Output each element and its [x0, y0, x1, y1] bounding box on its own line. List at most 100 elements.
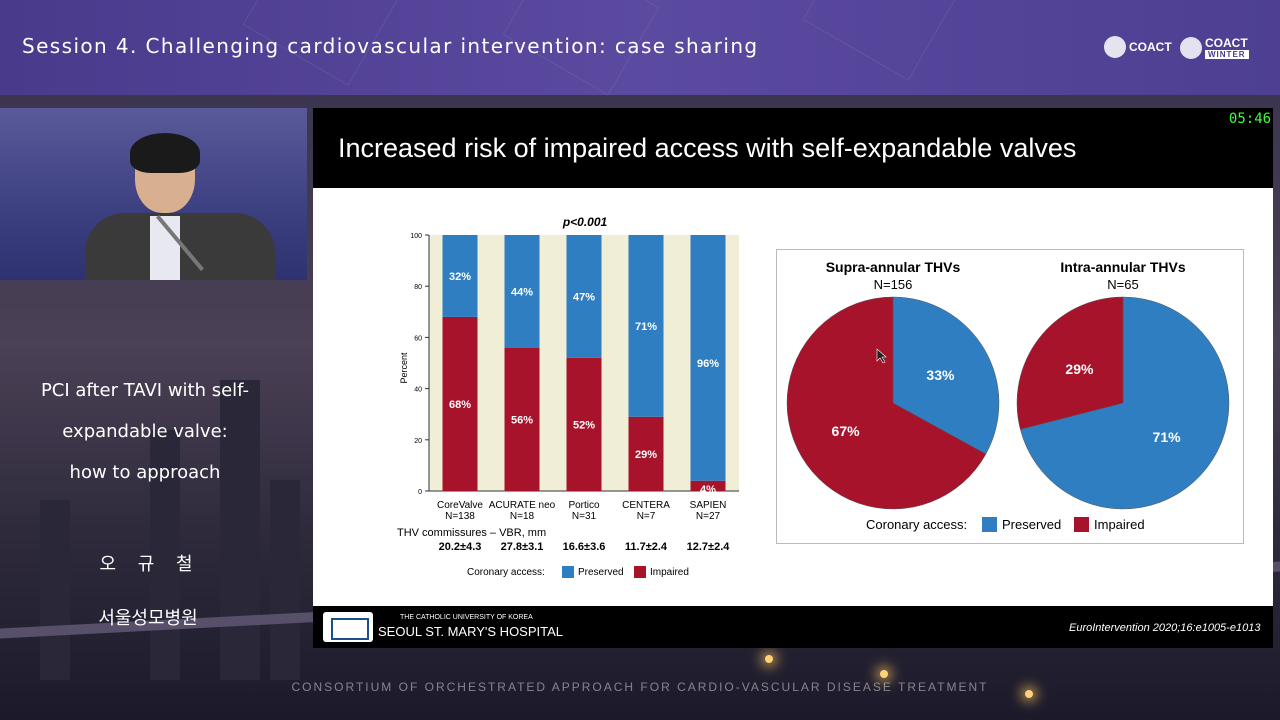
coact-winter-logo: COACT WINTER [1180, 36, 1249, 59]
pie-label-impaired: 67% [832, 423, 861, 439]
mouse-cursor-icon [876, 348, 887, 364]
street-light [765, 655, 773, 663]
category-n-label: N=31 [572, 511, 597, 522]
vbr-value: 16.6±3.6 [563, 541, 606, 553]
hospital-logo-icon [323, 612, 373, 642]
timer: 05:46 [1228, 108, 1272, 130]
pie-legend-title: Coronary access: [866, 517, 967, 532]
pie-title-supra: Supra-annular THVs [826, 259, 961, 275]
building [220, 380, 260, 680]
coact-logo: COACT [1104, 36, 1172, 58]
vbr-value: 12.7±2.4 [687, 541, 731, 553]
bar-label-impaired: 4% [700, 484, 716, 496]
pie-label-preserved: 33% [926, 367, 955, 383]
category-n-label: N=7 [637, 511, 656, 522]
pie-n-intra: N=65 [1107, 277, 1138, 292]
bar-preserved [690, 235, 726, 481]
building [40, 500, 70, 680]
legend-title: Coronary access: [467, 567, 545, 578]
pie-legend-label-preserved: Preserved [1002, 517, 1061, 532]
speaker-hair [130, 133, 200, 173]
chart-title: p<0.001 [562, 215, 608, 229]
speaker-name: 오 규 철 [99, 554, 201, 575]
bar-label-impaired: 52% [573, 419, 595, 431]
y-tick-label: 60 [414, 335, 422, 342]
vbr-value: 27.8±3.1 [501, 541, 544, 553]
bar-label-preserved: 32% [449, 271, 471, 283]
y-tick-label: 80 [414, 284, 422, 291]
bar-impaired [442, 316, 478, 491]
legend-label-impaired: Impaired [650, 567, 689, 578]
y-tick-label: 100 [410, 233, 422, 240]
slide-header: Increased risk of impaired access with s… [313, 108, 1273, 188]
bar-label-preserved: 44% [511, 286, 533, 298]
hospital-name: SEOUL ST. MARY'S HOSPITAL [378, 624, 564, 639]
coact-logo-text: COACT [1129, 40, 1172, 54]
pie-legend-swatch-preserved [982, 517, 997, 532]
coact-winter-sub: WINTER [1205, 50, 1249, 59]
bar-impaired [566, 357, 602, 491]
vbr-value: 11.7±2.4 [625, 541, 668, 553]
legend-label-preserved: Preserved [578, 567, 624, 578]
bar-label-preserved: 71% [635, 321, 657, 333]
session-banner: Session 4. Challenging cardiovascular in… [0, 0, 1280, 96]
talk-title-line: PCI after TAVI with self- [40, 380, 250, 401]
vbr-value: 20.2±4.3 [439, 541, 482, 553]
vbr-label: THV commissures – VBR, mm [397, 527, 546, 539]
hexagon-decoration [802, 0, 960, 81]
bar-legend: Coronary access: Preserved Impaired [467, 566, 689, 578]
y-axis-label: Percent [399, 352, 409, 384]
bar-preserved [566, 235, 602, 358]
bar-label-preserved: 47% [573, 291, 595, 303]
coact-heart-icon [1104, 36, 1126, 58]
pie-slice-impaired [786, 296, 987, 510]
bar-label-impaired: 29% [635, 449, 657, 461]
bar-impaired [504, 347, 540, 491]
street-light [880, 670, 888, 678]
category-n-label: N=18 [510, 511, 535, 522]
category-label: Portico [568, 500, 600, 511]
coact-winter-icon [1180, 36, 1202, 59]
bar-impaired [690, 480, 726, 491]
pie-legend-label-impaired: Impaired [1094, 517, 1145, 532]
pie-title-intra: Intra-annular THVs [1060, 259, 1185, 275]
pie-label-preserved: 71% [1153, 429, 1182, 445]
citation: EuroIntervention 2020;16:e1005-e1013 [1069, 622, 1261, 634]
street-light [1025, 690, 1033, 698]
pie-charts: Supra-annular THVs N=156 Intra-annular T… [786, 259, 1230, 532]
bar-label-preserved: 96% [697, 358, 719, 370]
pie-slice-preserved [1020, 296, 1230, 510]
y-tick-label: 20 [414, 438, 422, 445]
legend-swatch-impaired [634, 566, 646, 578]
bar-label-impaired: 68% [449, 399, 471, 411]
presentation-slide: Increased risk of impaired access with s… [313, 108, 1273, 648]
pie-slice-preserved [892, 296, 1000, 455]
coact-winter-logo-text: COACT [1205, 36, 1248, 50]
talk-title-line: how to approach [69, 462, 221, 483]
category-label: ACURATE neo [489, 500, 556, 511]
pie-n-supra: N=156 [874, 277, 913, 292]
category-label: CoreValve [437, 500, 483, 511]
talk-title: PCI after TAVI with self- expandable val… [0, 370, 290, 493]
y-tick-label: 40 [414, 387, 422, 394]
consortium-footer: CONSORTIUM OF ORCHESTRATED APPROACH FOR … [291, 680, 989, 694]
slide-footer: THE CATHOLIC UNIVERSITY OF KOREA SEOUL S… [313, 606, 1273, 648]
category-n-label: N=27 [696, 511, 721, 522]
y-tick-label: 0 [418, 489, 422, 496]
category-n-label: N=138 [445, 511, 475, 522]
legend-swatch-preserved [562, 566, 574, 578]
speaker-video [0, 108, 307, 280]
slide-title: Increased risk of impaired access with s… [338, 133, 1077, 163]
hospital-university: THE CATHOLIC UNIVERSITY OF KOREA [400, 614, 533, 621]
pie-slice-impaired [1016, 296, 1124, 430]
stacked-bar-chart: p<0.001 Percent 0 20 40 60 80 100 32% 68% CoreVa… [397, 215, 739, 578]
bar-preserved [442, 235, 478, 317]
session-title: Session 4. Challenging cardiovascular in… [22, 34, 759, 58]
bar-preserved [504, 235, 540, 348]
building [150, 430, 180, 680]
pie-label-impaired: 29% [1065, 361, 1094, 377]
talk-title-line: expandable valve: [62, 421, 228, 442]
building [270, 480, 300, 680]
bar-preserved [628, 235, 664, 417]
category-label: CENTERA [622, 500, 670, 511]
